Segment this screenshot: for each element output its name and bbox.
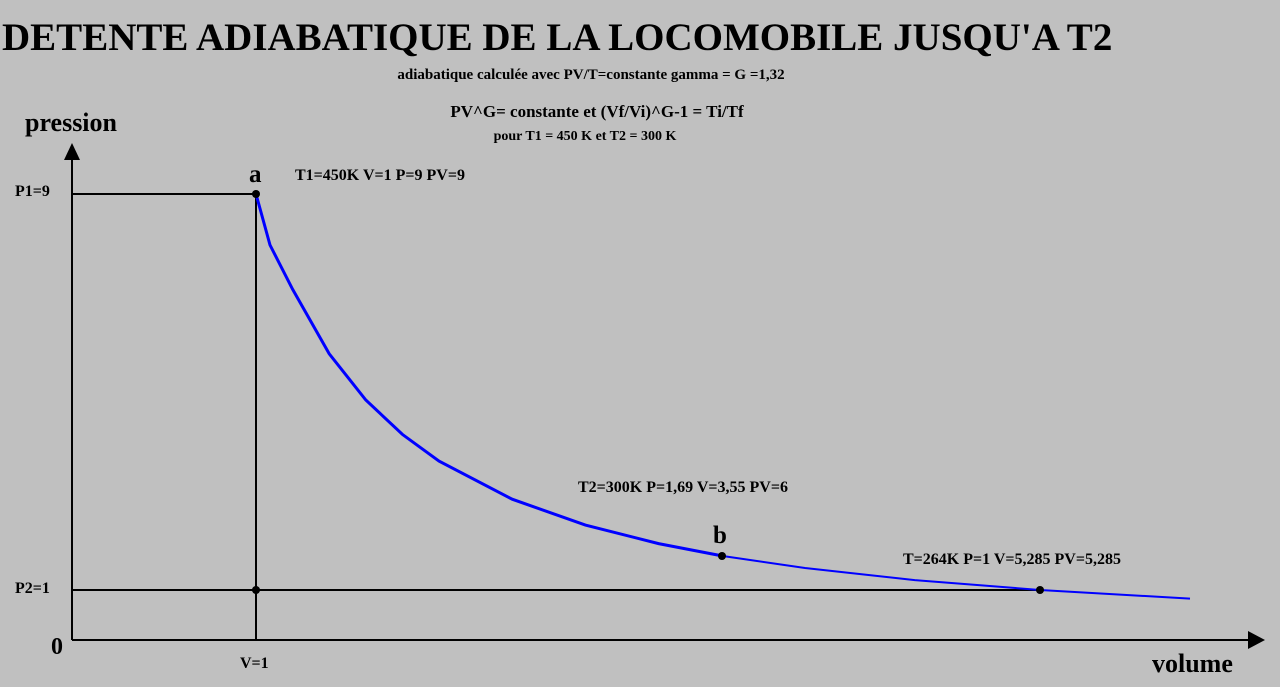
point-label: b — [713, 522, 727, 549]
point-info: T2=300K P=1,69 V=3,55 PV=6 — [578, 479, 788, 496]
formula-line: pour T1 = 450 K et T2 = 300 K — [494, 129, 677, 144]
adiabatic-curve — [722, 555, 1191, 600]
point-info: T=264K P=1 V=5,285 PV=5,285 — [903, 551, 1121, 568]
p1-label: P1=9 — [15, 183, 50, 200]
origin-label: 0 — [51, 634, 63, 660]
x-axis-label: volume — [1152, 649, 1233, 678]
point — [252, 190, 260, 198]
x-arrow — [1248, 631, 1265, 649]
y-arrow — [64, 143, 80, 160]
subtitle: adiabatique calculée avec PV/T=constante… — [397, 67, 784, 83]
title: DETENTE ADIABATIQUE DE LA LOCOMOBILE JUS… — [2, 16, 1112, 59]
v1-label: V=1 — [240, 655, 269, 672]
point-info: T1=450K V=1 P=9 PV=9 — [295, 167, 465, 184]
adiabatic-curve — [254, 193, 723, 558]
point — [252, 586, 260, 594]
formula-line: PV^G= constante et (Vf/Vi)^G-1 = Ti/Tf — [450, 102, 744, 121]
point — [718, 552, 726, 560]
point — [1036, 586, 1044, 594]
point-label: a — [249, 161, 262, 188]
p2-label: P2=1 — [15, 580, 50, 597]
y-axis-label: pression — [25, 108, 118, 137]
